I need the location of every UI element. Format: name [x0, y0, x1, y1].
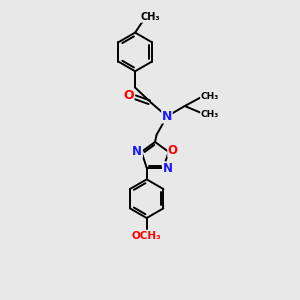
Text: CH₃: CH₃	[201, 110, 219, 118]
Text: CH₃: CH₃	[201, 92, 219, 101]
Text: N: N	[163, 162, 172, 175]
Text: O: O	[168, 144, 178, 157]
Text: CH₃: CH₃	[140, 12, 160, 22]
Text: OCH₃: OCH₃	[132, 231, 161, 241]
Text: N: N	[132, 145, 142, 158]
Text: N: N	[162, 110, 172, 123]
Text: O: O	[123, 88, 134, 101]
